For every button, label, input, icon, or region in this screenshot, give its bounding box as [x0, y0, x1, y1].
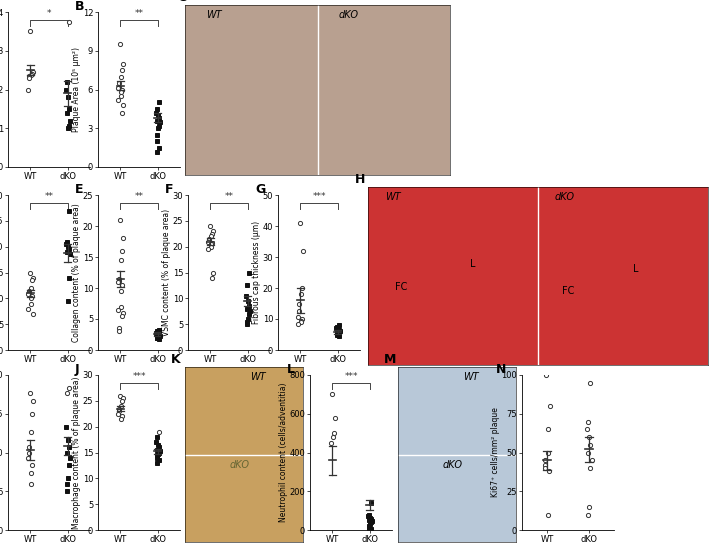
Y-axis label: Neutrophil content (cells/adventitia): Neutrophil content (cells/adventitia) [279, 383, 288, 523]
Text: F: F [165, 182, 174, 195]
Text: **: ** [135, 192, 144, 201]
Text: WT: WT [206, 10, 222, 20]
Text: **: ** [44, 192, 53, 201]
Text: WT: WT [385, 192, 401, 203]
Y-axis label: Ki67⁺ cells/mm² plaque: Ki67⁺ cells/mm² plaque [491, 407, 500, 497]
Y-axis label: VSMC content (% of plaque area): VSMC content (% of plaque area) [162, 209, 171, 336]
Text: K: K [171, 353, 180, 366]
Text: dKO: dKO [339, 10, 359, 20]
Text: WT: WT [250, 372, 266, 382]
Text: **: ** [224, 192, 234, 201]
Text: L: L [470, 259, 476, 269]
Text: WT: WT [463, 372, 478, 382]
Text: B: B [75, 0, 85, 13]
Text: C: C [177, 0, 186, 4]
Text: dKO: dKO [443, 460, 463, 470]
Text: dKO: dKO [230, 460, 250, 470]
Y-axis label: Fibrous cap thickness (μm): Fibrous cap thickness (μm) [252, 221, 261, 324]
Text: FC: FC [562, 286, 574, 296]
Text: G: G [255, 182, 266, 195]
Text: ***: *** [313, 192, 326, 201]
Text: M: M [384, 353, 396, 366]
Text: *: * [47, 9, 51, 18]
Text: L: L [287, 363, 295, 376]
Y-axis label: Plaque Area (10⁵ μm²): Plaque Area (10⁵ μm²) [72, 47, 81, 132]
Text: J: J [75, 363, 80, 376]
Text: ***: *** [132, 372, 146, 381]
Text: N: N [496, 363, 507, 376]
Text: FC: FC [395, 282, 407, 292]
Text: E: E [75, 182, 83, 195]
Text: L: L [633, 264, 639, 275]
Text: dKO: dKO [555, 192, 575, 203]
Y-axis label: Collagen content (% of plaque area): Collagen content (% of plaque area) [72, 203, 81, 342]
Text: **: ** [135, 9, 144, 18]
Y-axis label: Macrophage content (% of plaque area): Macrophage content (% of plaque area) [72, 376, 81, 529]
Text: ***: *** [344, 372, 357, 381]
Text: H: H [355, 173, 365, 186]
